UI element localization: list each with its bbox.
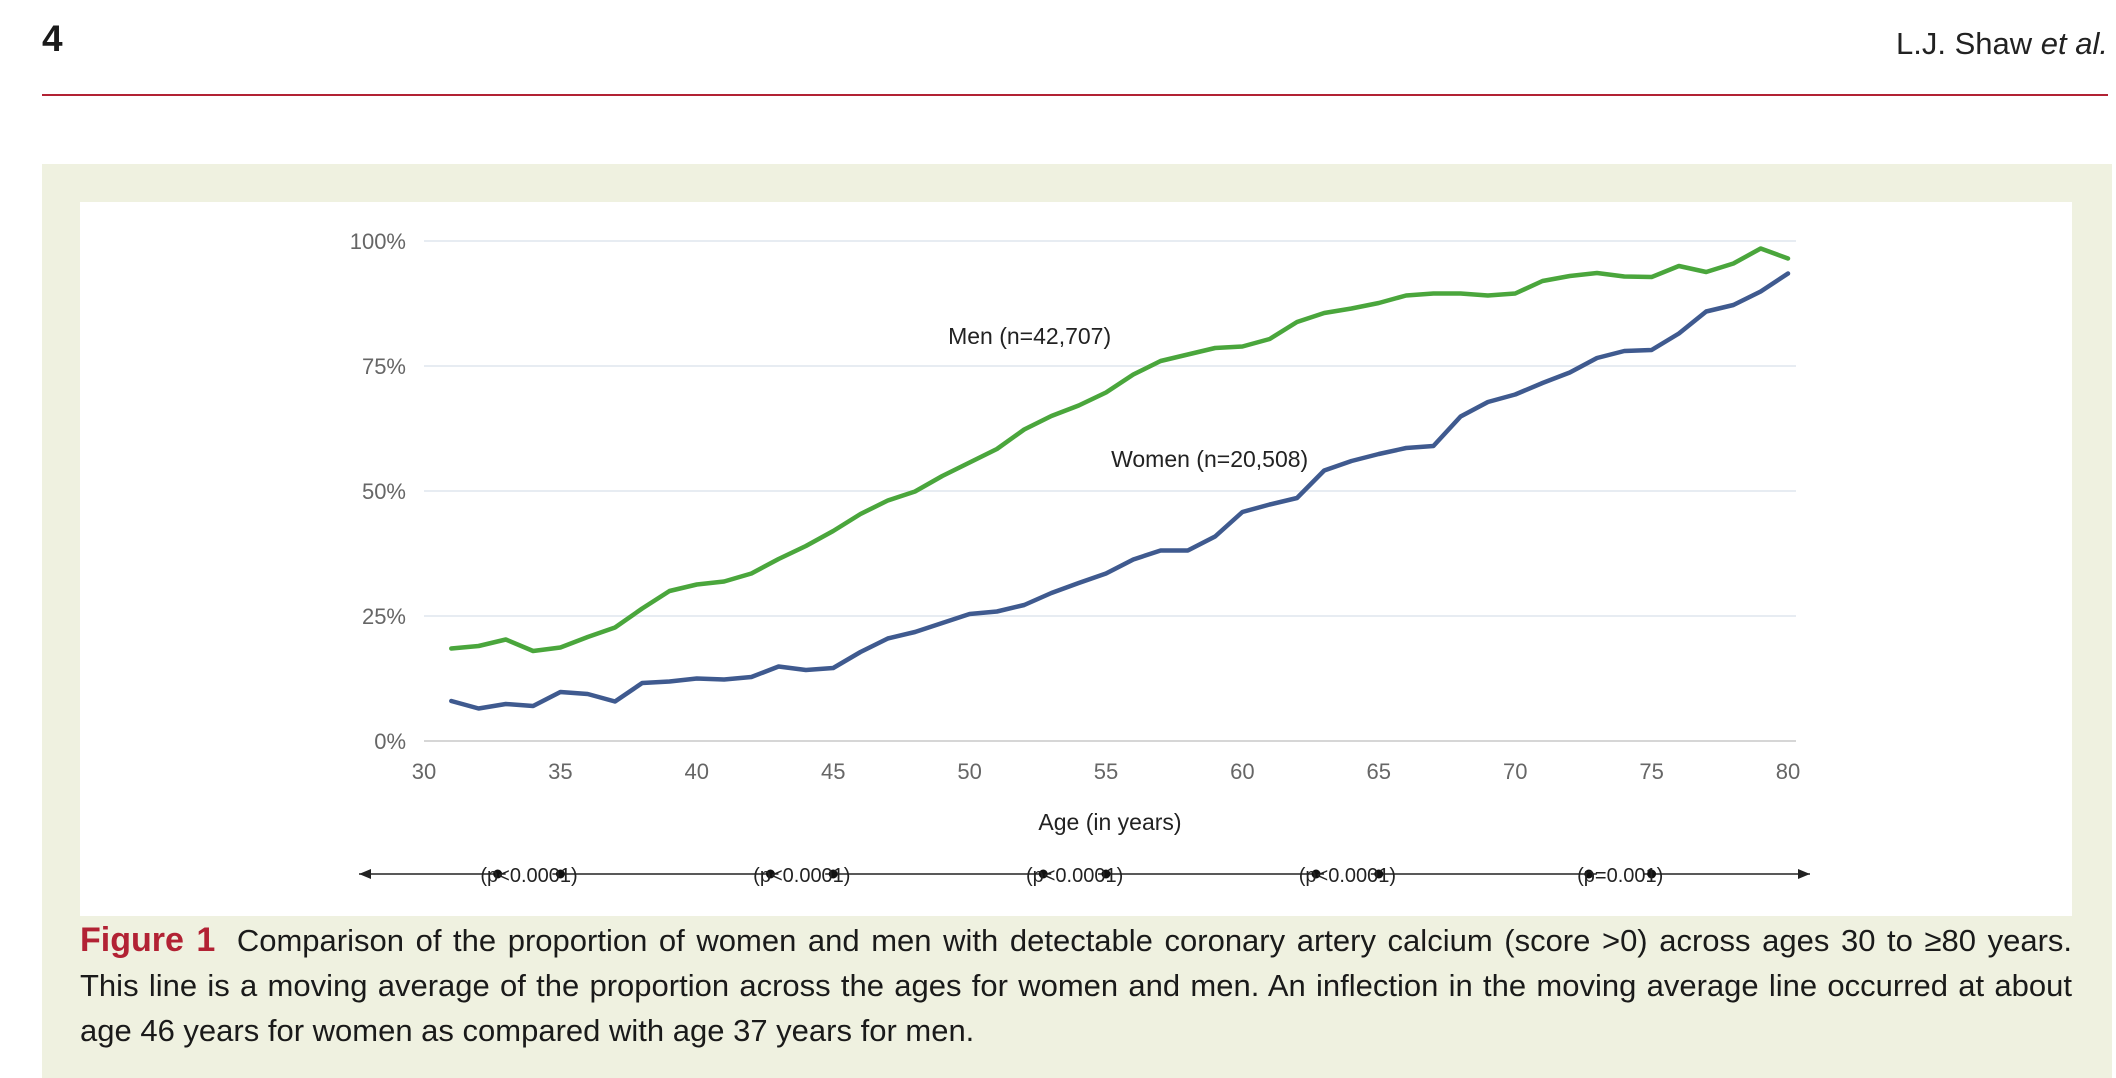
x-tick-label: 50 xyxy=(957,759,981,784)
significance-dot xyxy=(493,869,503,879)
running-head-et-al: et al. xyxy=(2040,26,2108,61)
x-tick-label: 75 xyxy=(1639,759,1663,784)
y-tick-label: 0% xyxy=(374,729,406,754)
x-tick-label: 45 xyxy=(821,759,845,784)
x-tick-label: 55 xyxy=(1094,759,1118,784)
running-head-authors: L.J. Shaw xyxy=(1896,26,2033,61)
header-rule xyxy=(42,94,2108,96)
y-tick-label: 75% xyxy=(362,354,406,379)
page-number: 4 xyxy=(42,18,63,59)
men-series-line xyxy=(449,246,1791,654)
significance-dot xyxy=(1374,869,1384,879)
women-series-label: Women (n=20,508) xyxy=(1111,446,1308,472)
x-tick-label: 70 xyxy=(1503,759,1527,784)
line-chart: 0% 25% 50% 75% 100% 30 35 40 45 50 55 60 65 70 75 80 Age… xyxy=(350,229,1810,890)
right-arrowhead xyxy=(1798,869,1810,879)
caption-text: Comparison of the proportion of women an… xyxy=(80,923,2073,1048)
significance-dot xyxy=(555,869,565,879)
significance-label: (p=0.001) xyxy=(1577,865,1663,887)
x-axis-label: Age (in years) xyxy=(1038,809,1181,835)
significance-label: (p<0.0001) xyxy=(1026,865,1123,887)
caption-label: Figure 1 xyxy=(80,921,216,959)
x-tick-label: 40 xyxy=(685,759,709,784)
left-arrowhead xyxy=(359,869,371,879)
significance-dot xyxy=(828,869,838,879)
chart-panel: 0% 25% 50% 75% 100% 30 35 40 45 50 55 60 65 70 75 80 Age… xyxy=(80,202,2072,916)
x-tick-label: 80 xyxy=(1776,759,1800,784)
women-series-line xyxy=(449,271,1791,711)
significance-label-bg xyxy=(1051,858,1098,890)
significance-dot xyxy=(1311,869,1321,879)
significance-label: (p<0.0001) xyxy=(753,865,850,887)
significance-dot xyxy=(765,869,775,879)
y-tick-label: 25% xyxy=(362,604,406,629)
x-tick-label: 60 xyxy=(1230,759,1254,784)
significance-label-bg xyxy=(1324,858,1371,890)
x-tick-label: 65 xyxy=(1367,759,1391,784)
significance-label-bg xyxy=(778,858,826,890)
significance-label: (p<0.0001) xyxy=(480,865,577,887)
x-tick-label: 35 xyxy=(548,759,572,784)
significance-dot xyxy=(1584,869,1594,879)
significance-dot xyxy=(1038,869,1048,879)
men-series-label: Men (n=42,707) xyxy=(948,323,1111,349)
significance-label-bg xyxy=(505,858,553,890)
x-tick-label: 30 xyxy=(412,759,436,784)
significance-label: (p<0.0001) xyxy=(1299,865,1396,887)
figure-caption: Figure 1 Comparison of the proportion of… xyxy=(80,918,2072,1053)
significance-dot xyxy=(1647,869,1657,879)
y-tick-label: 50% xyxy=(362,479,406,504)
significance-dot xyxy=(1101,869,1111,879)
y-tick-label: 100% xyxy=(350,229,406,254)
significance-label-bg xyxy=(1596,858,1644,890)
running-head: L.J. Shaw et al. xyxy=(1896,26,2108,62)
